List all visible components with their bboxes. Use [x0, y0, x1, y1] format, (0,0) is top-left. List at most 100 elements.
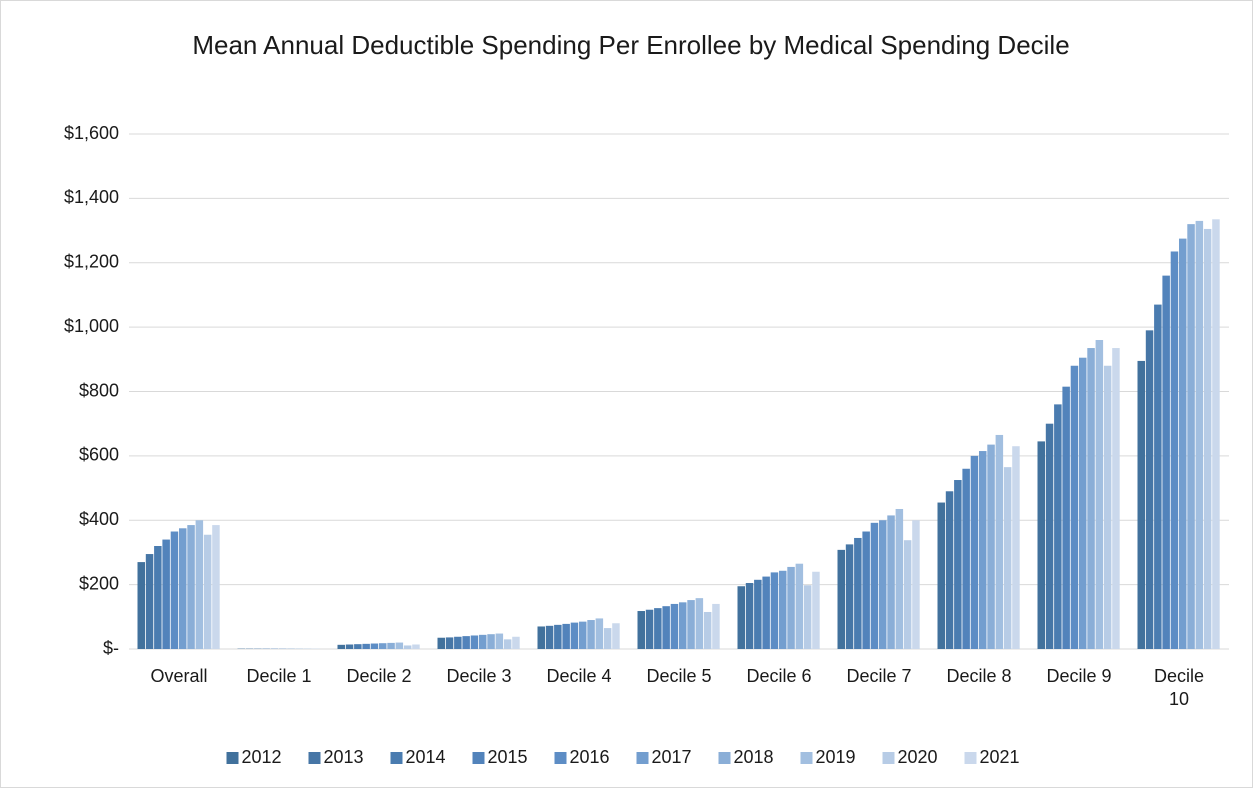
- legend-swatch: [964, 752, 977, 764]
- bar: [1095, 340, 1104, 649]
- bar: [654, 608, 662, 649]
- bar: [403, 645, 412, 649]
- bar: [154, 546, 162, 649]
- bar: [454, 636, 462, 649]
- y-tick-label: $-: [103, 638, 119, 658]
- bar: [854, 537, 862, 649]
- bar: [812, 571, 820, 649]
- bar: [145, 554, 154, 649]
- bar: [437, 637, 445, 649]
- bar: [995, 434, 1004, 649]
- legend-swatch: [308, 752, 321, 764]
- bar: [612, 623, 620, 649]
- bar: [445, 637, 454, 649]
- bar: [554, 624, 562, 649]
- bar: [770, 572, 779, 649]
- bar: [1087, 348, 1095, 649]
- x-tick-label: Decile 7: [846, 666, 911, 686]
- legend-swatch: [554, 752, 567, 764]
- bar: [970, 455, 979, 649]
- bar: [945, 491, 954, 649]
- bar: [1212, 219, 1220, 649]
- bar: [879, 520, 887, 649]
- bar: [1012, 446, 1020, 649]
- bar: [562, 623, 570, 649]
- bar: [837, 549, 845, 649]
- legend-swatch: [226, 752, 239, 764]
- bar: [1187, 224, 1195, 649]
- bar: [162, 539, 170, 649]
- legend-label: 2012: [242, 747, 282, 767]
- bar: [370, 643, 379, 649]
- x-tick-label: Decile 1: [246, 666, 311, 686]
- legend-swatch: [636, 752, 649, 764]
- bar: [695, 598, 704, 649]
- bar: [937, 502, 945, 649]
- bar: [645, 609, 654, 649]
- legend-label: 2016: [570, 747, 610, 767]
- x-tick-label: Decile 6: [746, 666, 811, 686]
- bar: [495, 633, 504, 649]
- chart-title: Mean Annual Deductible Spending Per Enro…: [192, 30, 1070, 60]
- bar: [662, 606, 670, 649]
- bar: [1062, 386, 1070, 649]
- bar: [954, 480, 962, 649]
- bar: [412, 644, 420, 649]
- bar: [570, 622, 579, 649]
- legend-swatch: [390, 752, 403, 764]
- bar: [679, 602, 687, 649]
- bar: [354, 644, 362, 649]
- bar: [1070, 365, 1079, 649]
- bar: [470, 635, 479, 649]
- y-tick-label: $1,400: [64, 187, 119, 207]
- bar: [187, 525, 195, 649]
- bar: [845, 544, 854, 649]
- bar: [737, 586, 745, 649]
- legend-label: 2015: [488, 747, 528, 767]
- bar: [787, 566, 795, 649]
- bar: [512, 636, 520, 649]
- bar: [687, 600, 695, 649]
- bar: [803, 585, 812, 649]
- bar: [487, 634, 495, 649]
- x-tick-label: Decile 3: [446, 666, 511, 686]
- bar: [503, 639, 512, 649]
- bar: [545, 625, 554, 649]
- bar: [895, 508, 904, 649]
- x-tick-label: Decile 4: [546, 666, 611, 686]
- bar: [1179, 238, 1187, 649]
- legend-label: 2018: [734, 747, 774, 767]
- y-tick-label: $200: [79, 573, 119, 593]
- bar: [170, 531, 179, 649]
- bar: [587, 620, 595, 649]
- bar: [979, 451, 987, 649]
- legend-label: 2021: [980, 747, 1020, 767]
- legend-label: 2019: [816, 747, 856, 767]
- bar: [595, 618, 604, 649]
- y-tick-label: $600: [79, 445, 119, 465]
- bar: [337, 644, 345, 649]
- bar: [637, 611, 645, 649]
- bar: [1103, 365, 1112, 649]
- bar: [962, 468, 970, 649]
- legend-label: 2013: [324, 747, 364, 767]
- bar: [745, 583, 754, 649]
- bar: [1003, 467, 1012, 649]
- y-tick-label: $1,200: [64, 252, 119, 272]
- bar: [1145, 330, 1154, 649]
- bar: [195, 520, 204, 649]
- bar: [203, 534, 212, 649]
- legend-label: 2017: [652, 747, 692, 767]
- bar: [870, 522, 879, 649]
- bar: [1162, 275, 1170, 649]
- legend-swatch: [882, 752, 895, 764]
- bar: [603, 628, 612, 649]
- bar: [987, 444, 995, 649]
- bar: [1112, 348, 1120, 649]
- bar: [137, 562, 145, 649]
- bar: [754, 579, 762, 649]
- legend-swatch: [472, 752, 485, 764]
- bar: [862, 531, 870, 649]
